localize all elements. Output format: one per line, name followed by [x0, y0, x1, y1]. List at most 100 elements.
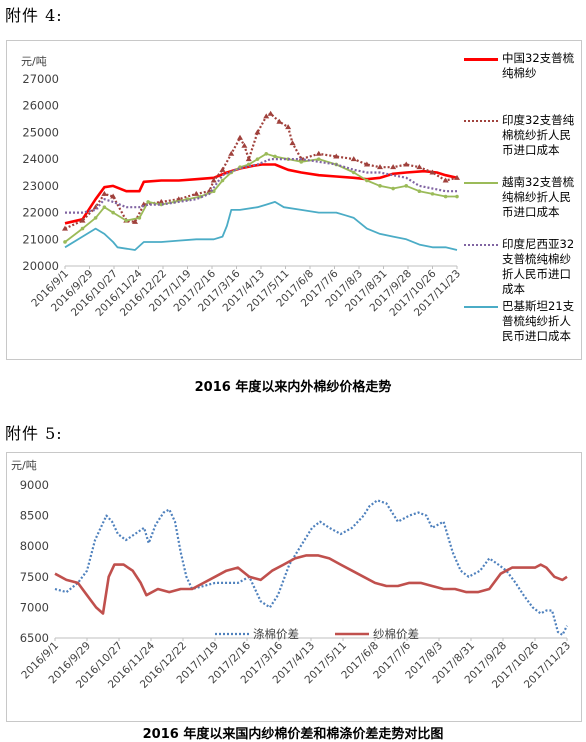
chart-1-data-point: [237, 134, 243, 140]
chart-1-data-point: [273, 154, 277, 159]
chart-2-series-line-1: [54, 499, 568, 636]
chart-1-legend-item: 印度32支普纯棉梳纱折人民币进口成本: [464, 113, 581, 175]
chart-2-y-tick-label: 6500: [20, 631, 49, 645]
chart-1-data-point: [299, 160, 304, 164]
chart-1-y-tick-label: 26000: [22, 99, 59, 113]
chart-1-data-point: [429, 169, 436, 175]
chart-1: 20000 21000 22000 23000 24000 25000 26000 27000…: [21, 55, 463, 319]
chart-1-data-point: [111, 210, 115, 215]
chart-1-data-point: [255, 157, 260, 161]
chart-1-legend-swatch: [464, 58, 498, 61]
chart-1-legend: 中国32支普梳纯棉纱印度32支普纯棉梳纱折人民币进口成本 越南32支普梳纯棉纱折人…: [464, 51, 581, 359]
chart-1-legend-swatch: [464, 182, 498, 184]
chart-1-data-point: [158, 198, 165, 204]
chart-1-data-point: [351, 170, 356, 175]
chart-1-legend-swatch: [464, 120, 498, 122]
chart-1-data-point: [454, 174, 460, 180]
chart-1-y-tick-label: 20000: [22, 259, 59, 273]
chart-1-legend-label: 巴基斯坦21支普梳纯纱折人民币进口成本: [502, 299, 575, 343]
chart-2: 650070007500800085009000元/吨2016/9/12016/…: [11, 459, 573, 691]
chart-1-data-point: [365, 178, 369, 183]
chart-2-y-tick-label: 9000: [20, 478, 49, 492]
chart-2-series-line-2: [54, 554, 568, 615]
chart-1-caption: 2016 年度以来内外棉纱价格走势: [194, 380, 392, 395]
chart-1-data-point: [102, 205, 107, 210]
chart-2-legend-label: 涤棉价差: [253, 627, 299, 641]
chart-1-data-point: [79, 217, 86, 223]
chart-1-data-point: [378, 184, 382, 188]
chart-1-data-point: [267, 110, 274, 116]
chart-1-data-point: [137, 216, 142, 220]
chart-1-frame: 20000 21000 22000 23000 24000 25000 26000 27000…: [6, 40, 582, 360]
chart-1-data-point: [377, 164, 383, 170]
chart-2-y-tick-label: 8000: [20, 539, 49, 553]
chart-1-data-point: [63, 240, 67, 244]
chart-1-data-point: [416, 164, 423, 170]
chart-2-y-tick-label: 8500: [20, 509, 49, 523]
chart-1-legend-item: 印度尼西亚32支普梳纯棉纱折人民币进口成本: [464, 237, 581, 299]
chart-1-data-point: [455, 194, 459, 199]
chart-1-data-point: [210, 177, 217, 183]
chart-1-series-line-5: [64, 200, 458, 251]
chart-1-series-line-1: [64, 163, 458, 225]
chart-1-data-point: [254, 129, 261, 135]
chart-1-data-point: [443, 194, 448, 199]
chart-1-data-point: [404, 184, 409, 188]
attachment-5-heading: 附件 5:: [5, 424, 63, 443]
attachment-4-heading: 附件 4:: [5, 6, 63, 25]
chart-1-data-point: [219, 166, 226, 172]
chart-1-y-tick-label: 21000: [22, 232, 59, 246]
chart-2-y-tick-label: 7000: [20, 600, 49, 614]
chart-1-y-tick-label: 25000: [22, 125, 59, 139]
chart-1-data-point: [62, 225, 68, 231]
chart-1-data-point: [132, 218, 138, 224]
chart-1-y-axis-label: 元/吨: [21, 55, 47, 68]
chart-1-legend-swatch: [464, 306, 498, 308]
chart-1-legend-label: 中国32支普梳纯棉纱: [502, 51, 575, 80]
chart-1-data-point: [315, 150, 322, 156]
chart-1-y-tick-label: 27000: [22, 72, 59, 86]
chart-1-legend-label: 印度尼西亚32支普梳纯棉纱折人民币进口成本: [502, 237, 575, 296]
chart-2-legend-label: 纱棉价差: [373, 627, 419, 641]
chart-1-data-point: [101, 190, 108, 196]
chart-1-data-point: [276, 118, 283, 124]
chart-1-data-point: [430, 192, 435, 196]
chart-1-data-point: [263, 113, 270, 119]
chart-1-legend-item: 巴基斯坦21支普梳纯纱折人民币进口成本: [464, 299, 581, 359]
chart-1-data-point: [146, 200, 150, 204]
chart-1-data-point: [333, 153, 340, 159]
chart-1-data-point: [264, 152, 269, 156]
chart-1-data-point: [316, 157, 321, 161]
chart-1-series-line-3: [64, 152, 457, 243]
chart-1-series-line-2: [64, 112, 458, 230]
chart-1-legend-item: 越南32支普梳纯棉纱折人民币进口成本: [464, 175, 581, 237]
chart-1-data-point: [93, 216, 98, 220]
chart-1-data-point: [350, 156, 357, 162]
chart-2-y-tick-label: 7500: [20, 570, 49, 584]
chart-1-y-tick-label: 22000: [22, 206, 59, 220]
chart-1-data-point: [80, 226, 85, 231]
chart-1-data-point: [124, 218, 129, 223]
chart-1-data-point: [193, 190, 200, 196]
chart-1-data-point: [285, 124, 292, 130]
chart-1-data-point: [403, 161, 410, 167]
chart-1-y-tick-label: 24000: [22, 152, 59, 166]
chart-1-data-point: [390, 164, 397, 170]
chart-1-legend-item: 中国32支普梳纯棉纱: [464, 51, 581, 113]
chart-1-legend-swatch: [464, 244, 498, 246]
chart-1-data-point: [391, 186, 395, 191]
chart-1-legend-label: 越南32支普梳纯棉纱折人民币进口成本: [502, 175, 575, 219]
chart-1-data-point: [241, 142, 248, 148]
chart-1-data-point: [110, 193, 117, 199]
chart-2-caption: 2016 年度以来国内纱棉价差和棉涤价差走势对比图: [142, 727, 444, 742]
chart-1-data-point: [442, 177, 449, 183]
chart-1-data-point: [417, 189, 422, 193]
chart-1-data-point: [220, 178, 225, 183]
chart-1-data-point: [228, 150, 235, 156]
chart-1-legend-label: 印度32支普纯棉梳纱折人民币进口成本: [502, 113, 575, 157]
chart-1-data-point: [363, 161, 370, 167]
chart-1-data-point: [245, 156, 252, 162]
chart-2-y-axis-label: 元/吨: [11, 459, 37, 472]
chart-1-data-point: [289, 140, 296, 146]
chart-2-frame: 6500 7000 7500 8000 8500 9000 元/吨 2016/9/1 2016/…: [6, 452, 582, 722]
